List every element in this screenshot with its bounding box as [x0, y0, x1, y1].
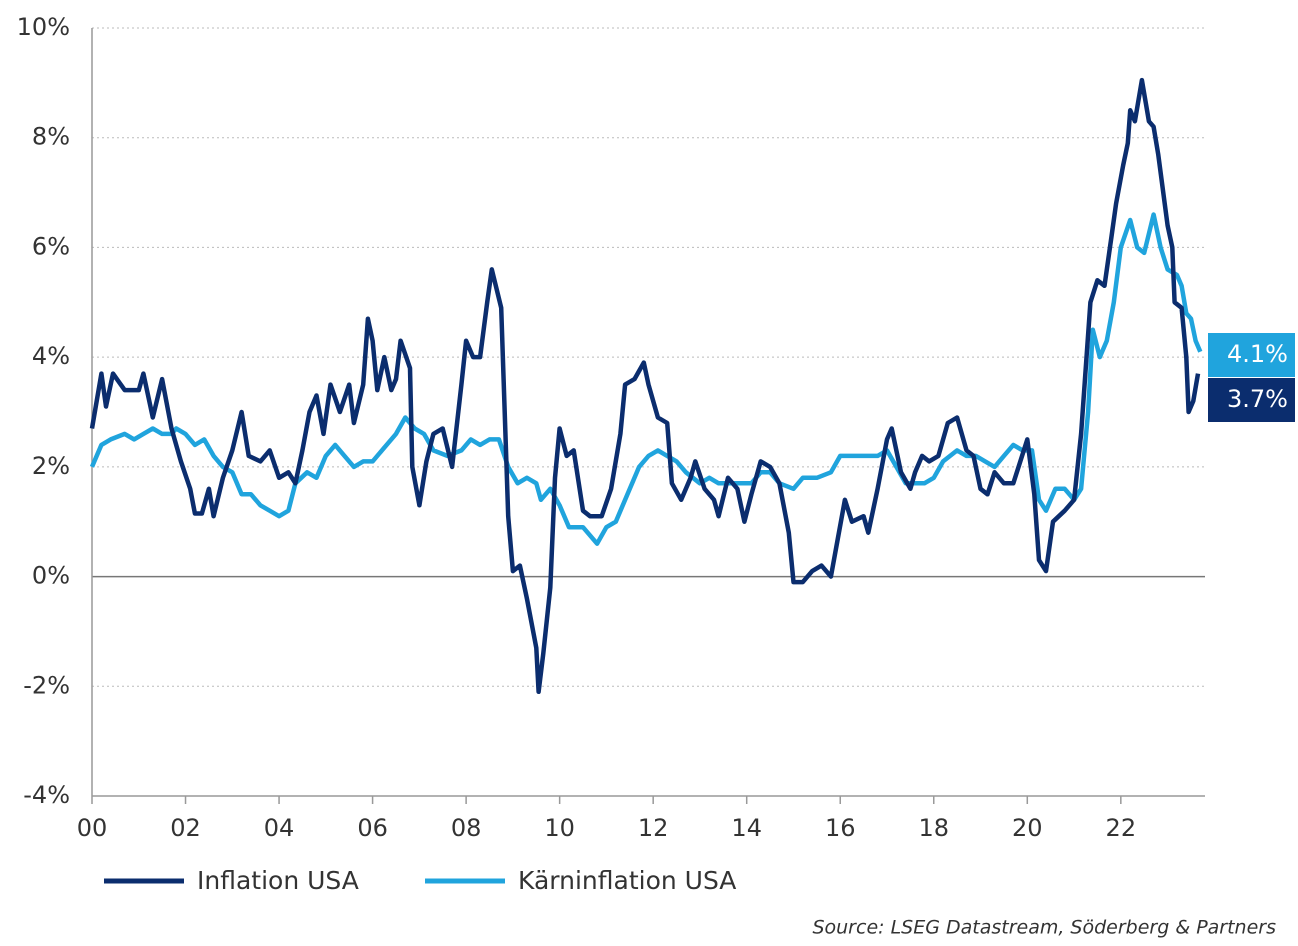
y-tick-label: 0%	[32, 562, 70, 590]
line	[89, 77, 1201, 695]
source: Source: LSEG Datastream, Söderberg & Par…	[812, 917, 1276, 939]
y-tick-label: 6%	[32, 232, 70, 260]
y-tick-label: 8%	[32, 123, 70, 151]
line	[89, 212, 1203, 546]
end-label-box	[1208, 378, 1295, 422]
x-tick-label: 04	[264, 814, 295, 842]
y-tick-label: -4%	[23, 781, 70, 809]
end-label: 4.1%	[1227, 340, 1288, 368]
x-tick-label: 18	[918, 814, 949, 842]
end-label: 3.7%	[1227, 385, 1288, 413]
x-tick-label: 16	[825, 814, 856, 842]
x-tick-label: 14	[731, 814, 762, 842]
y-tick-label: -2%	[23, 671, 70, 699]
x-tick-label: 08	[451, 814, 482, 842]
x-tick-label: 02	[170, 814, 201, 842]
x-tick-label: 20	[1012, 814, 1043, 842]
y-tick-label: 10%	[17, 13, 70, 41]
legend-label: Kärninflation USA	[518, 866, 736, 895]
x-tick-label: 00	[77, 814, 108, 842]
x-tick-label: 10	[544, 814, 575, 842]
x-tick-label: 22	[1106, 814, 1137, 842]
end-label-box	[1208, 333, 1295, 377]
y-tick-label: 4%	[32, 342, 70, 370]
legend-label: Inflation USA	[197, 866, 359, 895]
x-tick-label: 12	[638, 814, 669, 842]
y-tick-label: 2%	[32, 452, 70, 480]
x-tick-label: 06	[357, 814, 388, 842]
